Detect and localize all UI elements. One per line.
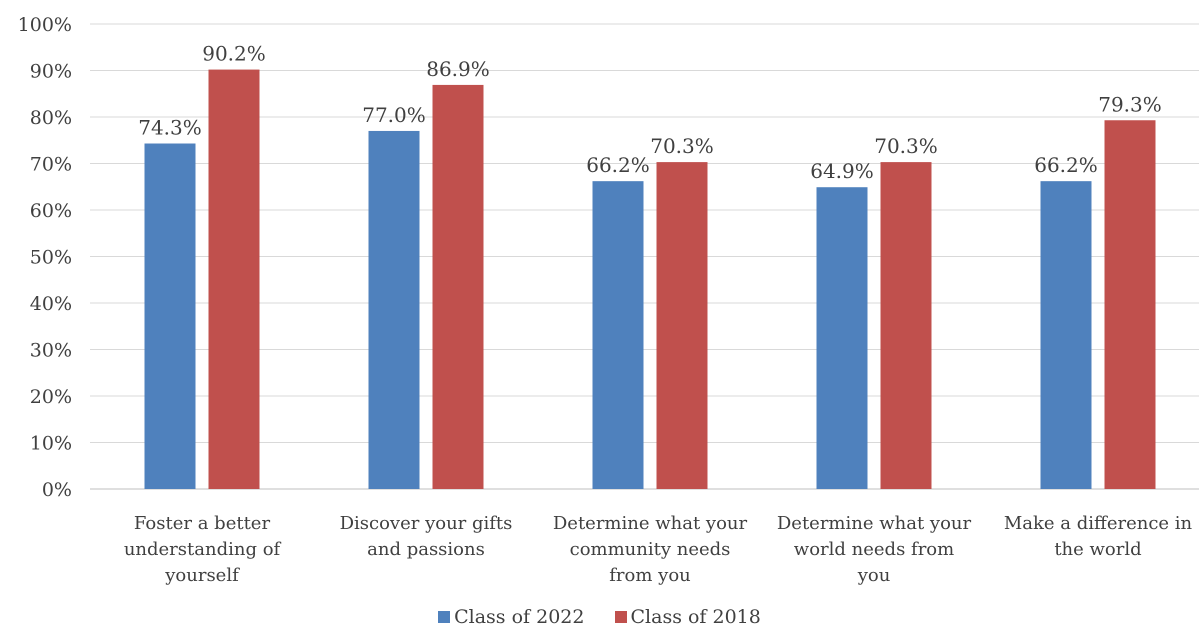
data-label: 66.2%: [1034, 153, 1098, 177]
legend-item-series-2: Class of 2018: [614, 606, 761, 628]
x-category-label-line: world needs from: [794, 539, 954, 560]
bar-series-2: [880, 162, 932, 490]
y-tick-label: 0%: [42, 479, 72, 501]
x-category-label-line: from you: [609, 565, 691, 586]
data-labels: 74.3%90.2%77.0%86.9%66.2%70.3%64.9%70.3%…: [138, 42, 1162, 184]
x-category-label: Foster a better understanding of yourself: [124, 513, 282, 586]
legend-swatch-series-1: [438, 611, 451, 623]
y-tick-label: 20%: [30, 386, 72, 408]
bars: [144, 69, 1156, 490]
legend-item-series-1: Class of 2022: [438, 606, 584, 628]
y-tick-label: 100%: [18, 14, 72, 36]
y-tick-label: 80%: [30, 107, 72, 129]
x-category-label: Discover your gifts and passions: [340, 513, 513, 560]
x-category-label-line: Determine what your: [553, 513, 748, 534]
bar-chart: 0% 10% 20% 30% 40% 50% 60% 70% 80% 90% 100% 74.3% 9…: [18, 14, 1199, 586]
y-tick-label: 70%: [30, 154, 72, 176]
x-category-label-line: and passions: [367, 539, 485, 560]
y-tick-label: 30%: [30, 340, 72, 362]
data-label: 66.2%: [586, 153, 650, 177]
x-category-label-line: understanding of: [124, 539, 282, 560]
legend-label-series-2: Class of 2018: [630, 606, 761, 628]
x-category-label-line: Make a difference in: [1004, 513, 1193, 534]
data-label: 70.3%: [874, 134, 938, 158]
x-category-label: Make a difference in the world: [1004, 513, 1193, 560]
x-category-label-line: Discover your gifts: [340, 513, 513, 534]
gridlines: [90, 23, 1199, 490]
y-tick-label: 10%: [30, 433, 72, 455]
x-axis-categories: Foster a better understanding of yourself D…: [124, 513, 1193, 586]
bar-series-1: [144, 143, 196, 489]
data-label: 86.9%: [426, 57, 490, 81]
bar-series-1: [368, 130, 420, 489]
x-category-label-line: community needs: [570, 539, 731, 560]
x-category-label-line: Determine what your: [777, 513, 972, 534]
x-category-label-line: you: [857, 565, 891, 586]
data-label: 70.3%: [650, 134, 714, 158]
legend-label-series-1: Class of 2022: [454, 606, 585, 628]
x-category-label: Determine what your community needs from y…: [553, 513, 748, 586]
bar-series-2: [656, 162, 708, 490]
bar-series-2: [432, 84, 484, 489]
y-tick-label: 60%: [30, 200, 72, 222]
data-label: 90.2%: [202, 42, 266, 66]
y-axis-ticks: 0% 10% 20% 30% 40% 50% 60% 70% 80% 90% 100%: [18, 14, 72, 501]
x-category-label-line: the world: [1054, 539, 1141, 560]
bar-series-1: [592, 181, 644, 490]
bar-series-2: [1104, 120, 1156, 489]
data-label: 64.9%: [810, 159, 874, 183]
legend-swatch-series-2: [614, 611, 627, 623]
y-tick-label: 90%: [30, 61, 72, 83]
y-tick-label: 50%: [30, 247, 72, 269]
data-label: 77.0%: [362, 103, 426, 127]
bar-series-1: [1040, 181, 1092, 490]
legend: Class of 2022 Class of 2018: [0, 606, 1199, 628]
x-category-label: Determine what your world needs from you: [777, 513, 972, 586]
bar-series-2: [208, 69, 260, 489]
x-category-label-line: Foster a better: [134, 513, 271, 534]
data-label: 74.3%: [138, 116, 202, 140]
bar-series-1: [816, 187, 868, 489]
x-category-label-line: yourself: [164, 565, 240, 586]
y-tick-label: 40%: [30, 293, 72, 315]
data-label: 79.3%: [1098, 92, 1162, 116]
